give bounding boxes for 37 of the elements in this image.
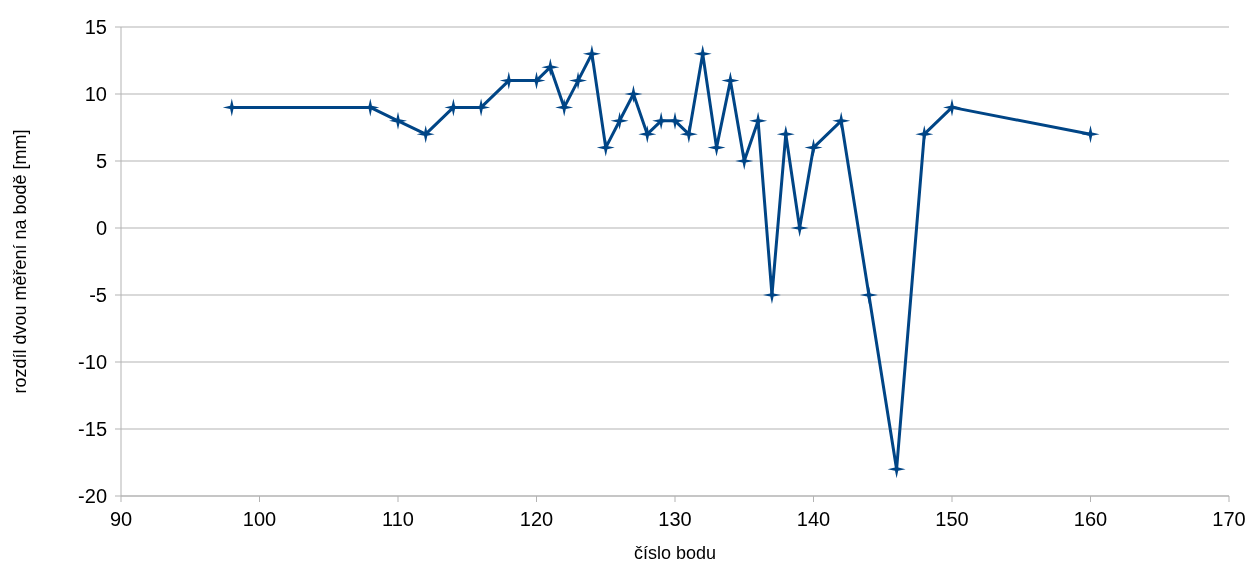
x-tick-label: 120 <box>519 508 554 530</box>
y-tick-label: -20 <box>78 485 107 507</box>
x-tick-label: 170 <box>1212 508 1246 530</box>
x-tick-label: 90 <box>109 508 133 530</box>
x-tick-label: 160 <box>1073 508 1108 530</box>
point <box>804 138 823 157</box>
x-tick-label: 130 <box>658 508 692 530</box>
y-axis-title: rozdíl dvou měření na bodě [mm] <box>10 129 30 394</box>
point <box>610 111 629 130</box>
point <box>735 152 754 170</box>
point <box>679 125 698 144</box>
point <box>859 286 878 304</box>
x-tick-label: 100 <box>242 508 277 530</box>
x-tick-label: 140 <box>796 508 831 530</box>
point <box>832 111 851 130</box>
x-tick-label: 150 <box>935 508 969 530</box>
point <box>555 98 574 117</box>
point <box>389 111 407 130</box>
point <box>541 58 560 77</box>
point <box>749 111 768 130</box>
y-tick-label: 0 <box>95 217 107 239</box>
point <box>943 98 961 117</box>
x-axis-title: číslo bodu <box>633 543 717 563</box>
y-tick-label: 15 <box>84 16 107 38</box>
y-tick-label: 10 <box>84 83 107 105</box>
x-tick-label: 110 <box>382 508 414 530</box>
y-tick-label: -15 <box>78 418 107 440</box>
point <box>624 85 643 103</box>
y-tick-label: 5 <box>95 150 107 172</box>
point <box>569 71 588 90</box>
point <box>582 44 601 63</box>
point <box>638 125 657 144</box>
y-tick-label: -5 <box>89 284 107 306</box>
point <box>416 125 435 144</box>
point <box>1081 125 1100 144</box>
point <box>596 138 615 157</box>
y-tick-label: -10 <box>78 351 107 373</box>
